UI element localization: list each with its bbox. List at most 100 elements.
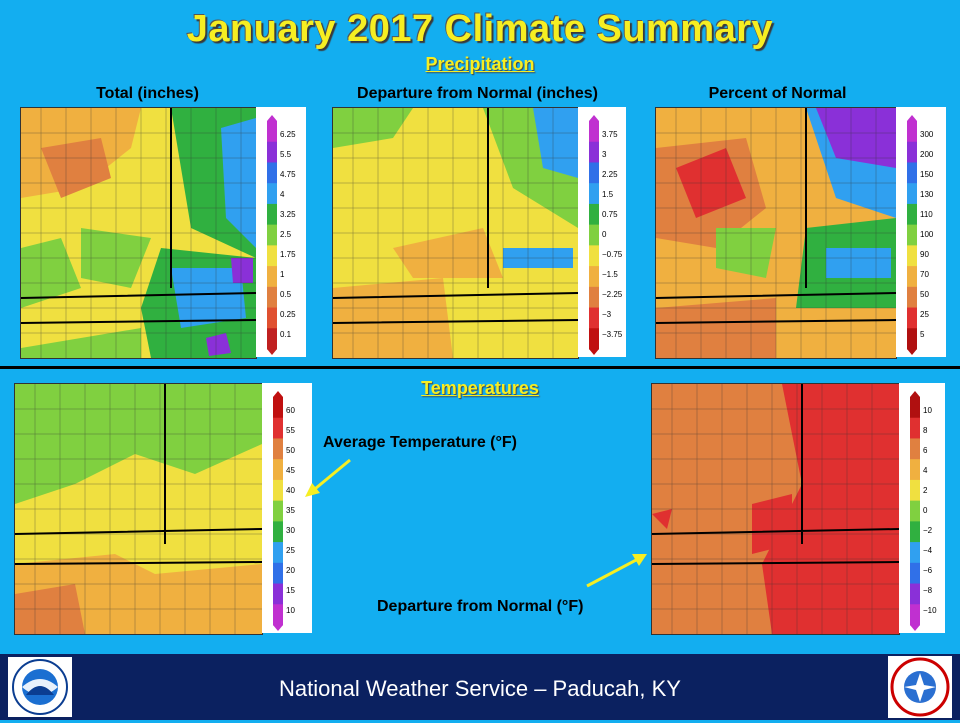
precip-total-colorbar	[267, 115, 277, 355]
legend-label: 90	[920, 250, 929, 259]
colorbar-segment	[267, 162, 277, 184]
legend-label: 4.75	[280, 170, 296, 179]
legend-label: −4	[923, 546, 933, 555]
legend-label: 5.5	[280, 150, 292, 159]
precip-total-map-image	[21, 108, 256, 358]
legend-label: 0.75	[602, 210, 618, 219]
percent-normal-map-image	[656, 108, 896, 358]
temp-departure-caption: Departure from Normal (°F)	[377, 598, 584, 615]
legend-label: −2	[923, 526, 933, 535]
precip-departure-legend: 3.75 3 2.25 1.5 0.75 0 −0.75 −1.5 −2.25 …	[578, 107, 626, 357]
colorbar-segment	[910, 542, 920, 564]
precip-departure-map-image	[333, 108, 578, 358]
colorbar-segment	[273, 479, 283, 502]
colorbar-segment	[910, 417, 920, 439]
colorbar-cap	[910, 391, 920, 397]
noaa-logo	[8, 657, 72, 717]
colorbar-segment	[273, 583, 283, 605]
colorbar-segment	[273, 500, 283, 522]
colorbar-segment	[589, 183, 599, 205]
colorbar-segment	[267, 266, 277, 288]
legend-label: 200	[920, 150, 934, 159]
legend-label: 30	[286, 526, 295, 535]
legend-label: −3.75	[602, 330, 623, 339]
colorbar-segment	[910, 604, 920, 626]
colorbar-segment	[273, 397, 283, 419]
colorbar-segment	[907, 183, 917, 205]
legend-label: 15	[286, 586, 295, 595]
colorbar-segment	[907, 286, 917, 309]
legend-label: 10	[923, 406, 932, 415]
colorbar-segment	[589, 203, 599, 226]
legend-label: 3.25	[280, 210, 296, 219]
temp-departure-map-image	[652, 384, 899, 634]
legend-label: −10	[923, 606, 937, 615]
colorbar-segment	[910, 438, 920, 460]
total-caption: Total (inches)	[96, 85, 199, 102]
percent-caption: Percent of Normal	[708, 85, 847, 102]
percent-normal-colorbar	[907, 115, 917, 355]
colorbar-segment	[267, 224, 277, 246]
legend-label: 35	[286, 506, 295, 515]
colorbar-segment	[589, 286, 599, 309]
legend-label: 300	[920, 130, 934, 139]
colorbar-segment	[267, 286, 277, 309]
colorbar-cap	[273, 625, 283, 631]
avg-temp-map-image	[15, 384, 262, 634]
legend-label: 6	[923, 446, 928, 455]
legend-label: 4	[280, 190, 285, 199]
colorbar-segment	[910, 479, 920, 502]
colorbar-segment	[273, 459, 283, 481]
colorbar-cap	[589, 115, 599, 121]
colorbar-segment	[910, 521, 920, 543]
departure-caption: Departure from Normal (inches)	[357, 85, 598, 102]
legend-label: 6.25	[280, 130, 296, 139]
arrow-icon	[586, 554, 647, 588]
legend-label: 4	[923, 466, 928, 475]
precip-departure-colorbar	[589, 115, 599, 355]
legend-label: 110	[920, 210, 933, 219]
colorbar-segment	[589, 224, 599, 246]
colorbar-segment	[589, 245, 599, 267]
temp-departure-legend: 10 8 6 4 2 0 −2 −4 −6 −8 −10	[899, 383, 945, 633]
colorbar-cap	[907, 349, 917, 355]
colorbar-segment	[589, 328, 599, 350]
colorbar-segment	[267, 328, 277, 350]
legend-label: 0	[923, 506, 928, 515]
colorbar-segment	[907, 307, 917, 329]
legend-label: 100	[920, 230, 934, 239]
colorbar-segment	[907, 141, 917, 163]
legend-label: 45	[286, 466, 295, 475]
avg-temp-map	[14, 383, 263, 635]
colorbar-segment	[907, 328, 917, 350]
legend-label: 25	[920, 310, 929, 319]
colorbar-segment	[907, 121, 917, 143]
colorbar-segment	[273, 542, 283, 564]
colorbar-segment	[273, 562, 283, 585]
colorbar-cap	[267, 349, 277, 355]
legend-label: 20	[286, 566, 295, 575]
legend-label: 2.25	[602, 170, 618, 179]
nws-logo-icon	[890, 657, 950, 717]
legend-label: 40	[286, 486, 295, 495]
colorbar-segment	[273, 604, 283, 626]
colorbar-segment	[589, 307, 599, 329]
legend-label: 50	[286, 446, 295, 455]
legend-label: 25	[286, 546, 295, 555]
legend-label: 1	[280, 270, 285, 279]
legend-label: −1.5	[602, 270, 618, 279]
precip-total-legend: 6.25 5.5 4.75 4 3.25 2.5 1.75 1 0.5 0.25…	[256, 107, 306, 357]
legend-label: −2.25	[602, 290, 623, 299]
legend-label: 3.75	[602, 130, 618, 139]
colorbar-segment	[589, 121, 599, 143]
avg-temp-caption: Average Temperature (°F)	[323, 434, 518, 451]
temp-departure-colorbar	[910, 391, 920, 631]
colorbar-segment	[589, 141, 599, 163]
colorbar-segment	[267, 121, 277, 143]
legend-label: 2.5	[280, 230, 292, 239]
legend-label: 60	[286, 406, 295, 415]
temp-departure-map	[651, 383, 900, 635]
legend-label: 2	[923, 486, 928, 495]
legend-label: 1.75	[280, 250, 296, 259]
colorbar-segment	[907, 266, 917, 288]
